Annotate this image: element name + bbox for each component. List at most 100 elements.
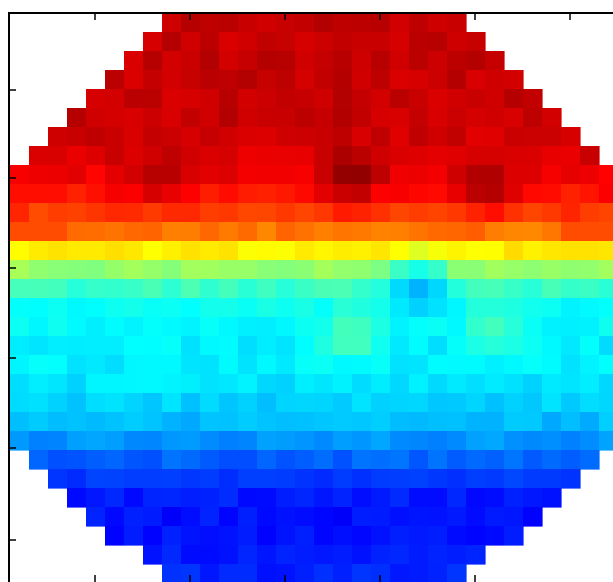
heatmap-cell <box>162 507 182 527</box>
heatmap-cell <box>523 450 543 470</box>
heatmap-cell <box>504 507 524 527</box>
heatmap-cell <box>409 431 429 451</box>
heatmap-cell <box>276 488 296 508</box>
heatmap-cell <box>295 13 315 33</box>
heatmap-cell <box>390 431 410 451</box>
heatmap-cell <box>390 336 410 356</box>
heatmap-cell <box>504 89 524 109</box>
heatmap-cell <box>504 165 524 185</box>
heatmap-cell <box>181 279 201 299</box>
heatmap-cell <box>485 526 505 546</box>
heatmap-cell <box>409 108 429 128</box>
heatmap-cell <box>314 450 334 470</box>
heatmap-cell <box>314 393 334 413</box>
heatmap-cell <box>257 279 277 299</box>
heatmap-cell <box>599 165 613 185</box>
heatmap-cell <box>105 165 125 185</box>
heatmap-cell <box>257 203 277 223</box>
heatmap-cell <box>314 70 334 90</box>
heatmap-cell <box>219 564 239 582</box>
heatmap-cell <box>86 431 106 451</box>
heatmap-cell <box>48 374 68 394</box>
heatmap-cell <box>523 127 543 147</box>
heatmap-cell <box>523 279 543 299</box>
heatmap-cell <box>447 260 467 280</box>
heatmap-cell <box>447 469 467 489</box>
heatmap-cell <box>238 51 258 71</box>
heatmap-cell <box>105 336 125 356</box>
heatmap-cell <box>371 184 391 204</box>
heatmap-cell <box>485 241 505 261</box>
heatmap-cell <box>333 260 353 280</box>
heatmap-cell <box>580 355 600 375</box>
heatmap-cell <box>523 89 543 109</box>
heatmap-cell <box>428 393 448 413</box>
heatmap-cell <box>523 355 543 375</box>
heatmap-cell <box>428 70 448 90</box>
heatmap-cell <box>447 564 467 582</box>
heatmap-cell <box>238 127 258 147</box>
heatmap-cell <box>447 89 467 109</box>
heatmap-cell <box>447 165 467 185</box>
heatmap-cell <box>295 393 315 413</box>
heatmap-cell <box>86 184 106 204</box>
heatmap-cell <box>10 279 30 299</box>
heatmap-cell <box>371 355 391 375</box>
heatmap-cell <box>105 317 125 337</box>
heatmap-cell <box>257 355 277 375</box>
heatmap-cell <box>105 222 125 242</box>
heatmap-cell <box>105 184 125 204</box>
heatmap-cell <box>276 374 296 394</box>
heatmap-cell <box>561 127 581 147</box>
heatmap-cell <box>295 165 315 185</box>
heatmap-cell <box>200 13 220 33</box>
heatmap-cell <box>257 184 277 204</box>
heatmap-cell <box>219 450 239 470</box>
heatmap-cell <box>352 431 372 451</box>
heatmap-cell <box>409 32 429 52</box>
heatmap-cell <box>105 70 125 90</box>
heatmap-cell <box>352 89 372 109</box>
heatmap-cell <box>561 450 581 470</box>
heatmap-cell <box>295 336 315 356</box>
heatmap-cell <box>143 89 163 109</box>
heatmap-cell <box>580 393 600 413</box>
heatmap-cell <box>105 431 125 451</box>
heatmap-cell <box>29 374 49 394</box>
heatmap-cell <box>276 108 296 128</box>
heatmap-cell <box>390 165 410 185</box>
heatmap-cell <box>314 32 334 52</box>
heatmap-cell <box>143 545 163 565</box>
heatmap-cell <box>485 89 505 109</box>
heatmap-cell <box>371 70 391 90</box>
heatmap-cell <box>238 431 258 451</box>
heatmap-cell <box>352 469 372 489</box>
heatmap-cell <box>219 355 239 375</box>
heatmap-cell <box>599 241 613 261</box>
heatmap-cell <box>238 32 258 52</box>
heatmap-cell <box>314 108 334 128</box>
heatmap-cell <box>124 70 144 90</box>
heatmap-cell <box>181 203 201 223</box>
heatmap-cell <box>257 317 277 337</box>
heatmap-cell <box>10 431 30 451</box>
heatmap-cell <box>67 488 87 508</box>
heatmap-cell <box>485 51 505 71</box>
heatmap-cell <box>257 431 277 451</box>
heatmap-cell <box>219 222 239 242</box>
heatmap-cell <box>371 279 391 299</box>
heatmap-cell <box>124 222 144 242</box>
heatmap-cell <box>295 564 315 582</box>
heatmap-cell <box>295 127 315 147</box>
heatmap-cell <box>580 374 600 394</box>
heatmap-cell <box>390 241 410 261</box>
heatmap-cell <box>599 431 613 451</box>
heatmap-cell <box>238 564 258 582</box>
heatmap-cell <box>200 241 220 261</box>
heatmap-cell <box>29 298 49 318</box>
heatmap-cell <box>447 70 467 90</box>
heatmap-cell <box>124 203 144 223</box>
heatmap-cell <box>219 545 239 565</box>
heatmap-cell <box>561 165 581 185</box>
heatmap-cell <box>428 412 448 432</box>
